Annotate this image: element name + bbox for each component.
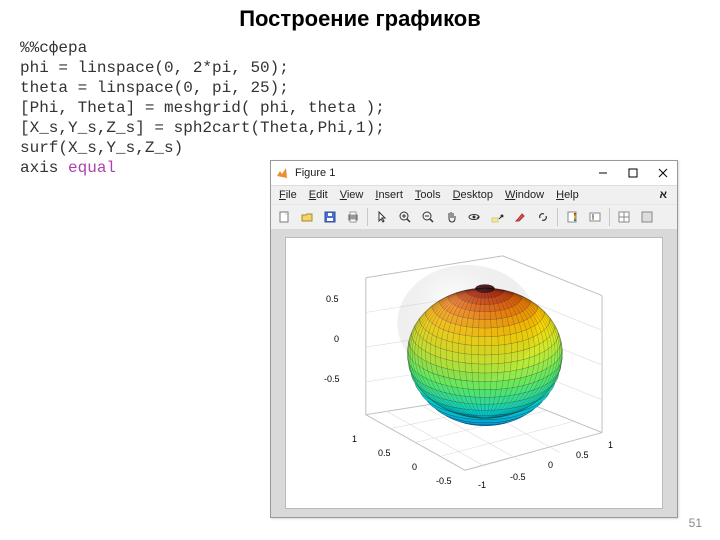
x-tick-0: 0 <box>548 460 553 470</box>
data-cursor-icon[interactable] <box>486 206 508 228</box>
menu-bar: File Edit View Insert Tools Desktop Wind… <box>271 186 677 204</box>
slide-title: Построение графиков <box>0 0 720 32</box>
code-line-3: theta = linspace(0, pi, 25); <box>20 79 289 97</box>
y-tick-0p5: 0.5 <box>378 448 391 458</box>
colorbar-icon[interactable] <box>561 206 583 228</box>
y-tick-0: 0 <box>412 462 417 472</box>
menu-desktop[interactable]: Desktop <box>449 189 497 201</box>
code-line-4: [Phi, Theta] = meshgrid( phi, theta ); <box>20 99 385 117</box>
legend-icon[interactable] <box>584 206 606 228</box>
open-icon[interactable] <box>296 206 318 228</box>
new-file-icon[interactable] <box>273 206 295 228</box>
plot-area: 0.5 0 -0.5 1 0.5 0 -0.5 -1 -0.5 0 0.5 1 <box>271 229 677 517</box>
x-tick-m0p5: -0.5 <box>510 472 526 482</box>
axes-box[interactable]: 0.5 0 -0.5 1 0.5 0 -0.5 -1 -0.5 0 0.5 1 <box>285 237 663 509</box>
code-line-6: surf(X_s,Y_s,Z_s) <box>20 139 183 157</box>
minimize-button[interactable] <box>595 165 611 181</box>
menu-edit[interactable]: Edit <box>305 189 332 201</box>
rotate3d-icon[interactable] <box>463 206 485 228</box>
menu-help[interactable]: Help <box>552 189 583 201</box>
matlab-logo-icon <box>275 166 289 180</box>
menu-help-button[interactable]: א <box>653 189 673 201</box>
y-tick-m0p5: -0.5 <box>436 476 452 486</box>
code-block: %%сфера phi = linspace(0, 2*pi, 50); the… <box>20 38 385 178</box>
menu-view[interactable]: View <box>336 189 368 201</box>
z-tick-0p5: 0.5 <box>326 294 339 304</box>
y-tick-1: 1 <box>352 434 357 444</box>
menu-tools[interactable]: Tools <box>411 189 445 201</box>
x-tick-1: 1 <box>608 440 613 450</box>
toolbar <box>271 204 677 230</box>
x-tick-0p5: 0.5 <box>576 450 589 460</box>
sphere-surf-plot <box>286 238 662 508</box>
menu-window[interactable]: Window <box>501 189 548 201</box>
pointer-icon[interactable] <box>371 206 393 228</box>
zoom-in-icon[interactable] <box>394 206 416 228</box>
figure-title: Figure 1 <box>295 167 595 179</box>
code-line-1: %%сфера <box>20 39 87 57</box>
code-line-7a: axis <box>20 159 68 177</box>
figure-window: Figure 1 File Edit View Insert Tools Des… <box>270 160 678 518</box>
maximize-button[interactable] <box>625 165 641 181</box>
menu-insert[interactable]: Insert <box>371 189 407 201</box>
panel-icon[interactable] <box>636 206 658 228</box>
code-line-2: phi = linspace(0, 2*pi, 50); <box>20 59 289 77</box>
link-icon[interactable] <box>532 206 554 228</box>
title-bar[interactable]: Figure 1 <box>271 161 677 186</box>
brush-icon[interactable] <box>509 206 531 228</box>
subplot-icon[interactable] <box>613 206 635 228</box>
save-icon[interactable] <box>319 206 341 228</box>
z-tick-m0p5: -0.5 <box>324 374 340 384</box>
close-button[interactable] <box>655 165 671 181</box>
code-line-5: [X_s,Y_s,Z_s] = sph2cart(Theta,Phi,1); <box>20 119 385 137</box>
z-tick-0: 0 <box>334 334 339 344</box>
pan-icon[interactable] <box>440 206 462 228</box>
print-icon[interactable] <box>342 206 364 228</box>
zoom-out-icon[interactable] <box>417 206 439 228</box>
code-line-7b: equal <box>68 159 116 177</box>
x-tick-m1: -1 <box>478 480 486 490</box>
menu-file[interactable]: File <box>275 189 301 201</box>
page-number: 51 <box>689 516 702 530</box>
